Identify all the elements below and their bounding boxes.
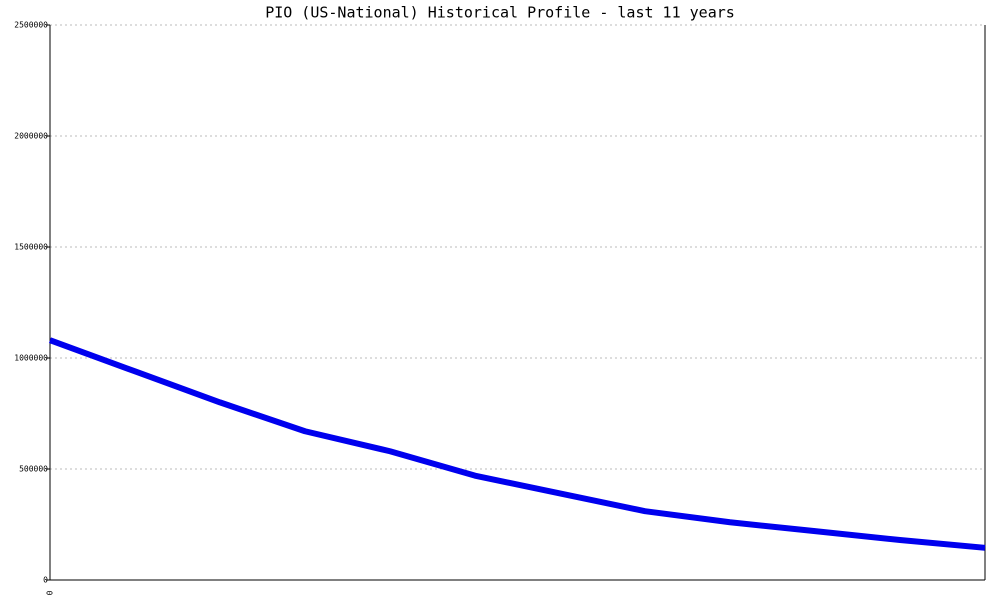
- y-tick-label: 1500000: [14, 243, 48, 252]
- chart-title: PIO (US-National) Historical Profile - l…: [265, 4, 735, 22]
- y-tick-label: 1000000: [14, 354, 48, 363]
- y-tick-label: 0: [43, 576, 48, 585]
- y-tick-label: 2000000: [14, 132, 48, 141]
- x-tick-label: 0: [46, 590, 55, 595]
- data-line: [48, 337, 986, 551]
- y-tick-label: 2500000: [14, 21, 48, 30]
- y-tick-label: 500000: [19, 465, 48, 474]
